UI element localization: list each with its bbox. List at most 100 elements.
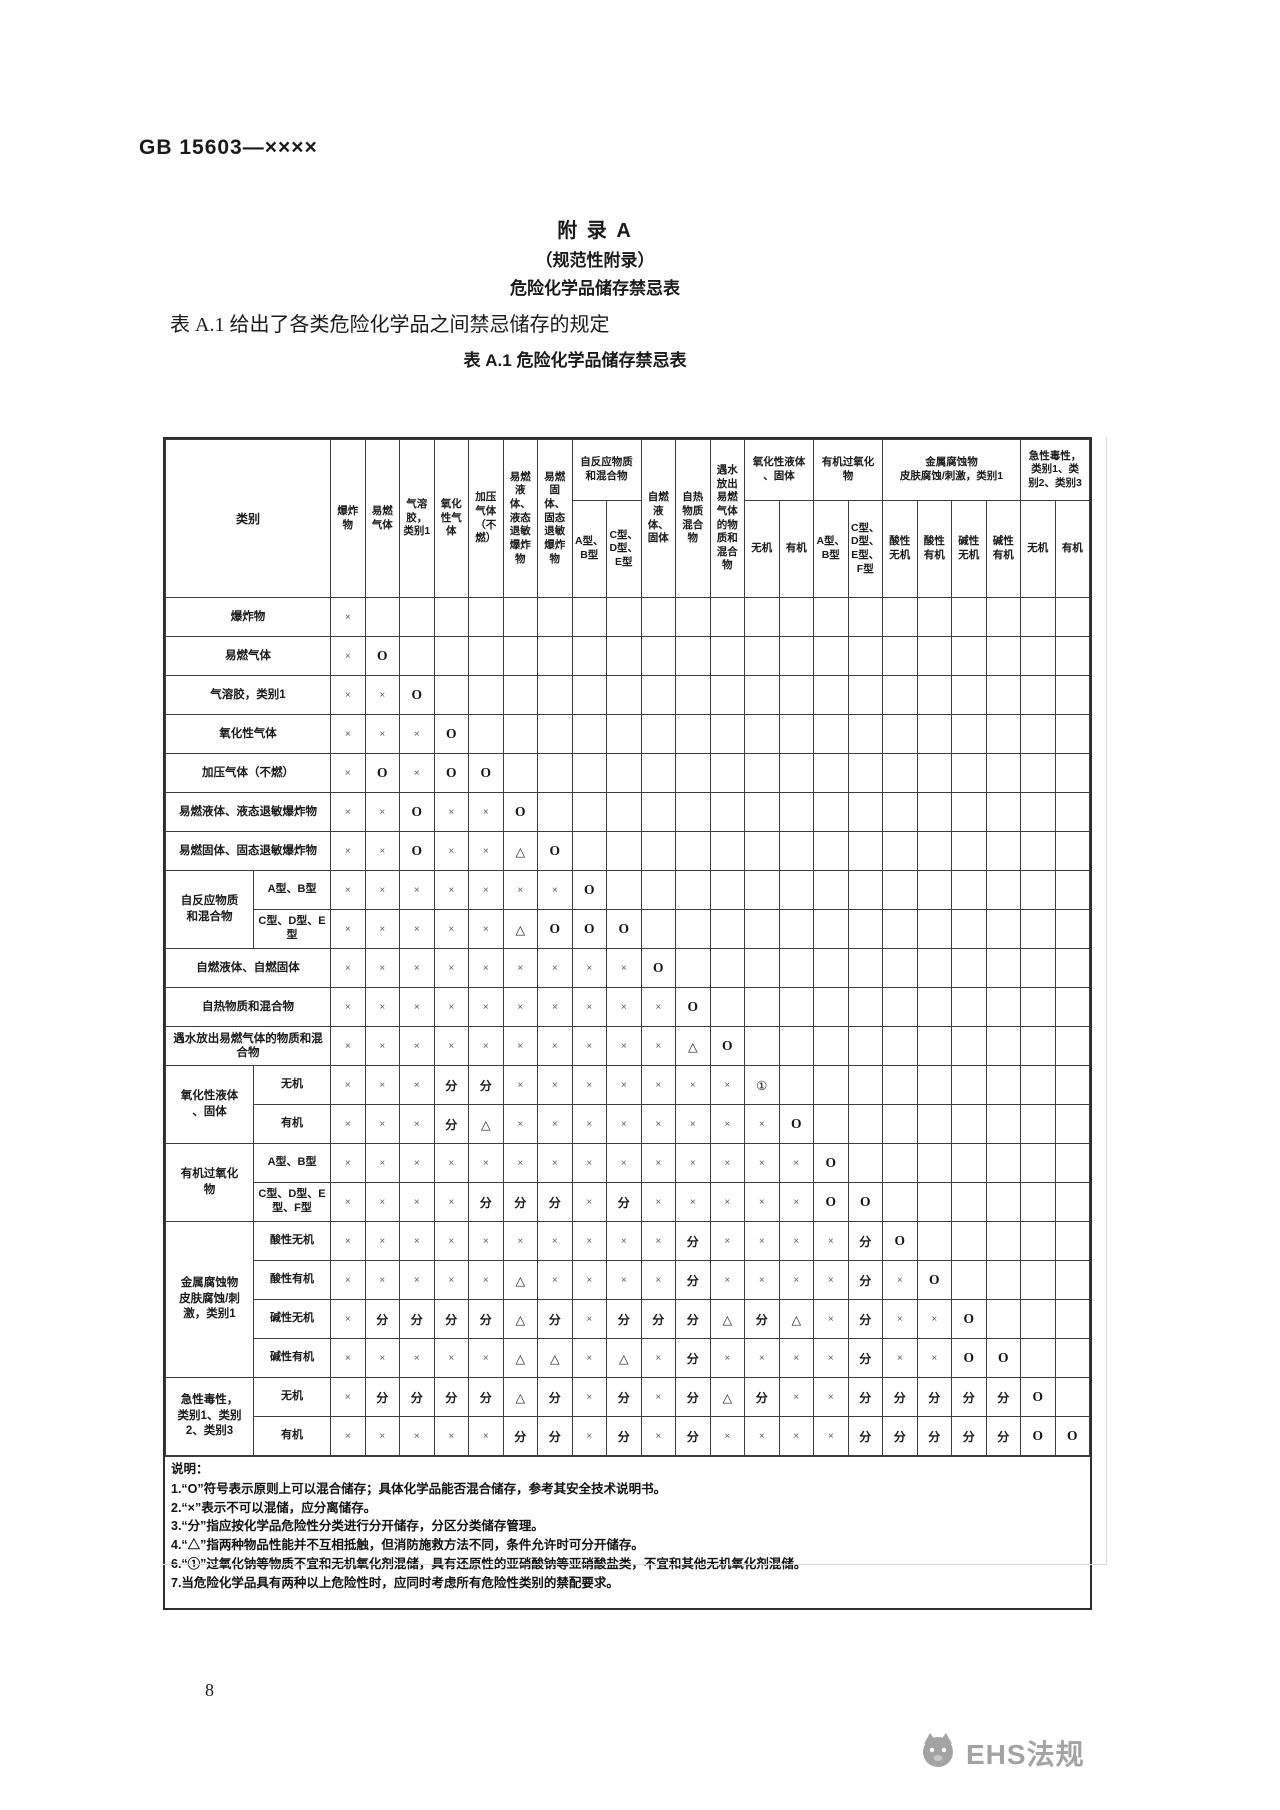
matrix-cell [882, 753, 918, 793]
table-row: 有机 × × × × × 分分 × 分 × 分 × × × × 分分分分分 O O [166, 1416, 1091, 1456]
matrix-cell [985, 1026, 1022, 1066]
matrix-cell [951, 987, 987, 1027]
matrix-cell [778, 753, 815, 793]
note-line: 4.“△”指两种物品性能并不互相抵触，但消防施救方法不同，条件允许时可分开储存。 [171, 1538, 644, 1552]
matrix-cell: × [744, 1416, 780, 1456]
matrix-cell: × [433, 1416, 470, 1456]
matrix-cell [1054, 1260, 1091, 1300]
matrix-cell: × [571, 1377, 608, 1417]
corner-header: 类别 [164, 439, 332, 598]
matrix-cell: × [364, 1338, 401, 1378]
matrix-cell: × [468, 948, 504, 988]
matrix-cell: △ [709, 1377, 746, 1417]
matrix-cell [813, 1026, 849, 1066]
column-header: C型、D型、E型 [606, 500, 642, 598]
matrix-cell [1054, 1338, 1091, 1378]
matrix-cell: × [364, 987, 401, 1027]
column-group-header: 有机过氧化 物 [813, 439, 884, 501]
matrix-cell [985, 948, 1022, 988]
matrix-cell [468, 636, 504, 676]
row-label: 自燃液体、自燃固体 [164, 948, 332, 988]
matrix-cell [813, 636, 849, 676]
matrix-cell [433, 597, 470, 637]
note-line: 6.“①”过氧化钠等物质不宜和无机氧化剂混储，具有还原性的亚硝酸钠等亚硝酸盐类，… [171, 1556, 807, 1571]
matrix-cell: × [744, 1143, 780, 1183]
matrix-cell: × [330, 1143, 366, 1183]
matrix-cell [951, 753, 987, 793]
matrix-cell [468, 675, 504, 715]
matrix-cell [537, 636, 573, 676]
matrix-cell [709, 714, 746, 754]
matrix-cell [744, 714, 780, 754]
matrix-cell [606, 831, 642, 871]
matrix-cell [916, 753, 953, 793]
matrix-cell [571, 753, 608, 793]
doc-number: GB 15603—×××× [139, 136, 318, 159]
matrix-cell: × [468, 870, 504, 910]
matrix-cell: × [709, 1143, 746, 1183]
matrix-cell: O [571, 870, 608, 910]
matrix-cell [502, 714, 539, 754]
matrix-cell: × [675, 1065, 711, 1105]
matrix-cell [675, 870, 711, 910]
matrix-cell [882, 1104, 918, 1144]
matrix-cell: × [399, 1221, 435, 1261]
matrix-cell [951, 675, 987, 715]
table-row: 氧化性气体 × × × O [164, 714, 1091, 754]
matrix-cell: × [606, 1104, 642, 1144]
matrix-cell [882, 909, 918, 949]
matrix-cell [882, 987, 918, 1027]
matrix-cell [813, 987, 849, 1027]
matrix-cell: × [640, 1104, 677, 1144]
matrix-cell [1020, 1260, 1056, 1300]
matrix-cell: × [640, 1065, 677, 1105]
matrix-cell [778, 714, 815, 754]
matrix-cell: × [744, 1182, 780, 1222]
appendix-heading: 危险化学品储存禁忌表 [510, 279, 680, 298]
matrix-cell: O [606, 909, 642, 949]
column-header: 爆炸物 [330, 439, 366, 598]
matrix-cell [985, 1182, 1022, 1222]
matrix-cell [813, 714, 849, 754]
matrix-cell [675, 948, 711, 988]
column-header: C型、D型、E型、F型 [847, 500, 884, 598]
matrix-cell: × [399, 987, 435, 1027]
column-header: 有机 [1054, 500, 1091, 598]
matrix-cell: △ [502, 909, 539, 949]
notes-title: 说明： [171, 1462, 209, 1476]
matrix-cell [399, 636, 435, 676]
matrix-cell [916, 987, 953, 1027]
matrix-cell [778, 675, 815, 715]
matrix-cell: × [813, 1221, 849, 1261]
matrix-cell: × [502, 1065, 539, 1105]
matrix-cell: × [606, 1143, 642, 1183]
matrix-cell: × [571, 1182, 608, 1222]
row-label: 无机 [252, 1065, 332, 1105]
matrix-cell: × [399, 1182, 435, 1222]
matrix-cell [916, 1026, 953, 1066]
matrix-cell [709, 675, 746, 715]
matrix-cell: △ [675, 1026, 711, 1066]
matrix-cell: × [330, 1065, 366, 1105]
matrix-cell: × [571, 948, 608, 988]
row-label: 易燃气体 [164, 636, 332, 676]
column-header: 酸性无机 [882, 500, 918, 598]
column-header: 易燃液体、液态退敏爆炸物 [502, 439, 539, 598]
matrix-cell [1054, 1377, 1091, 1417]
matrix-cell [1020, 909, 1056, 949]
row-label: 气溶胶，类别1 [164, 675, 332, 715]
matrix-cell: × [709, 1182, 746, 1222]
matrix-cell: 分 [847, 1416, 884, 1456]
matrix-cell: 分 [951, 1377, 987, 1417]
matrix-cell: × [502, 1143, 539, 1183]
matrix-cell [847, 636, 884, 676]
matrix-cell: × [330, 1182, 366, 1222]
matrix-cell [709, 948, 746, 988]
matrix-cell: O [1054, 1416, 1091, 1456]
matrix-cell [916, 1182, 953, 1222]
matrix-cell: 分 [951, 1416, 987, 1456]
matrix-cell: × [330, 909, 366, 949]
matrix-cell: × [571, 1416, 608, 1456]
table-row: 易燃液体、液态退敏爆炸物 × × O × × O [164, 792, 1091, 832]
matrix-cell [744, 909, 780, 949]
